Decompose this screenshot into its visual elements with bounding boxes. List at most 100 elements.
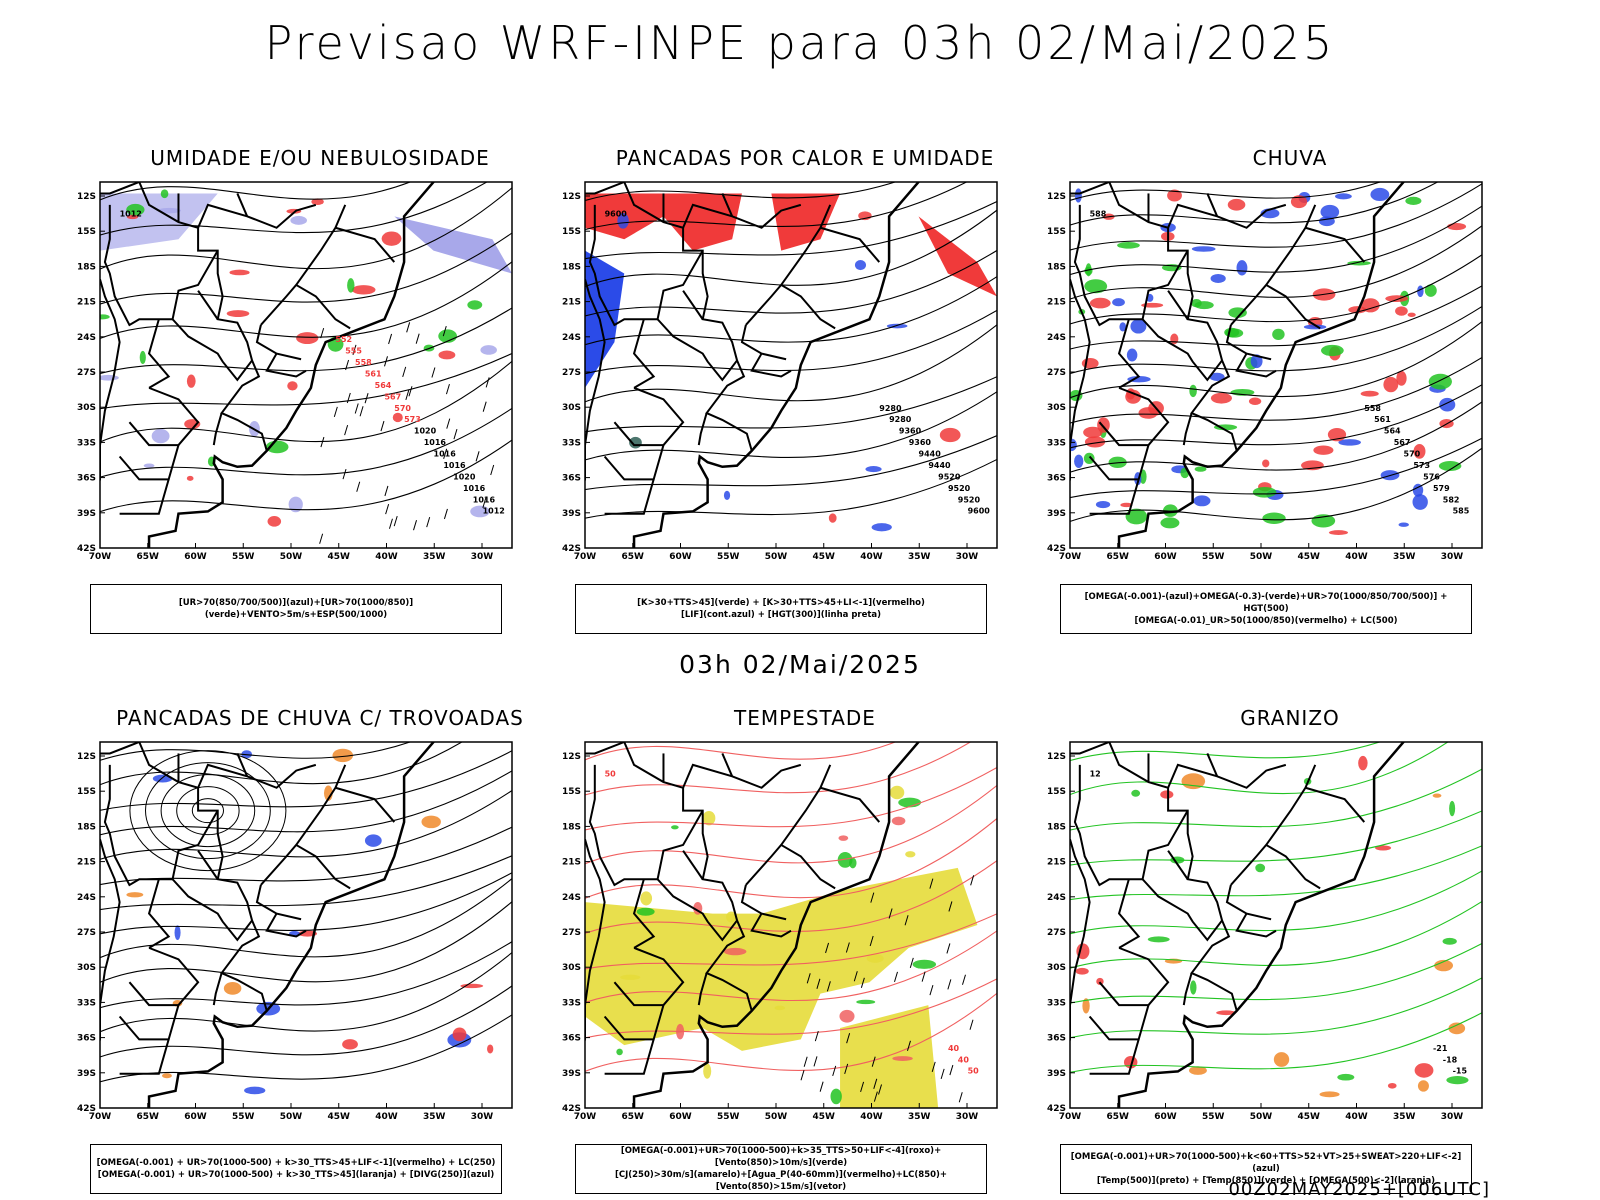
precip-cell [381,231,402,246]
x-tick-label: 60W [669,552,692,562]
map-layer: 9600 9600 9520 9520 9520 9440 9440 9360 9360 9280… [562,181,998,562]
x-tick-label: 60W [669,1112,692,1122]
precip-cell [1190,980,1197,995]
wind-vector [958,1092,963,1103]
wind-vector [949,1064,954,1076]
run-timestamp: 00Z02MAY2025+[006UTC] [1228,1179,1490,1200]
precip-cell [1262,512,1286,524]
precip-cell [620,974,641,980]
map-frame [1069,181,1483,549]
panel-legend: [OMEGA(-0.001) + UR>70(1000-500) + k>30_… [90,1144,502,1194]
precip-cell [828,513,837,523]
map-layer: 588 585 582 579 576 573 570 567 564 561 558 12S 15S 1… [1047,181,1483,562]
wind-vector [873,1078,878,1089]
contour-label: 567 [384,392,401,401]
country-border [588,204,704,327]
y-tick-label: 27S [562,368,581,378]
y-tick-label: 33S [77,998,96,1008]
wind-vector [320,436,325,448]
x-tick-label: 60W [1154,552,1177,562]
x-tick-label: 45W [813,552,836,562]
precip-cell [460,983,484,989]
contour-line [100,186,512,270]
legend-line: [K>30+TTS>45](verde) + [K>30+TTS>45+LI<-… [637,598,925,608]
y-tick-label: 33S [1047,438,1066,448]
panel-legend: [K>30+TTS>45](verde) + [K>30+TTS>45+LI<-… [575,584,987,634]
country-border [335,226,396,263]
country-border [1089,1039,1140,1075]
contour-label: 9520 [958,495,981,504]
precip-cell [1074,454,1084,468]
country-border [750,913,792,938]
precip-cell [1162,504,1178,517]
streamline-vortex [129,750,287,872]
precip-cell [1414,1063,1434,1078]
wind-vector [406,322,411,333]
precip-cell [1227,198,1246,211]
country-border [632,878,656,949]
wind-vector [825,942,830,954]
precip-cell [1125,508,1148,525]
wind-vector [929,878,934,889]
x-tick-label: 50W [765,1112,788,1122]
country-border [1117,318,1141,389]
wind-vector [962,974,966,985]
contour-label: 9520 [948,484,971,493]
contour-line [1070,768,1482,831]
precip-cell [671,825,679,830]
precip-cell [311,198,324,205]
precip-cell [1083,452,1095,465]
x-tick-label: 70W [1059,1112,1082,1122]
precip-cell [1096,977,1104,986]
wind-vector [453,428,458,440]
country-border [147,878,171,949]
y-tick-label: 30S [77,403,96,413]
x-tick-label: 40W [375,1112,398,1122]
country-border [656,318,738,382]
contour-label: 9280 [879,404,902,413]
contour-label: 9440 [919,450,942,459]
contour-label: 558 [355,358,372,367]
country-border [119,1039,170,1075]
precip-cell [1438,460,1462,471]
contour-line [585,930,997,1004]
country-border [820,786,881,823]
contour-line [1070,845,1482,901]
contour-line [585,323,997,403]
country-border [260,764,347,886]
wind-vector [894,971,898,983]
main-title: Previsao WRF-INPE para 03h 02/Mai/2025 [264,16,1336,70]
country-border [1182,412,1193,446]
y-tick-label: 24S [1047,893,1066,903]
x-tick-label: 40W [860,552,883,562]
country-border [1206,753,1219,777]
precip-cell [126,892,144,898]
country-border [745,764,832,886]
y-tick-label: 21S [77,858,96,868]
x-tick-label: 35W [1393,552,1416,562]
wind-vector [482,497,487,508]
wind-vector [384,485,389,497]
wind-vector [415,333,420,344]
x-tick-label: 65W [622,1112,645,1122]
precip-cell [470,505,490,518]
wind-vector [413,520,417,531]
y-tick-label: 36S [1047,474,1066,484]
contour-label: 567 [1394,438,1411,447]
precip-cell [1417,285,1424,298]
contour-label: 573 [404,415,421,424]
humidity-area [394,216,512,274]
contour-label: -15 [1453,1067,1468,1076]
country-border [721,753,734,777]
precip-cell [1167,189,1182,202]
wind-vector [408,386,413,397]
y-tick-label: 21S [562,298,581,308]
contour-label: 9520 [938,472,961,481]
country-border [1265,844,1321,890]
wind-vector [888,908,893,919]
y-tick-label: 18S [1047,822,1066,832]
contour-label: 9600 [968,507,991,516]
precip-cell [1262,459,1270,468]
y-tick-label: 42S [77,1104,96,1114]
country-border [740,324,787,361]
